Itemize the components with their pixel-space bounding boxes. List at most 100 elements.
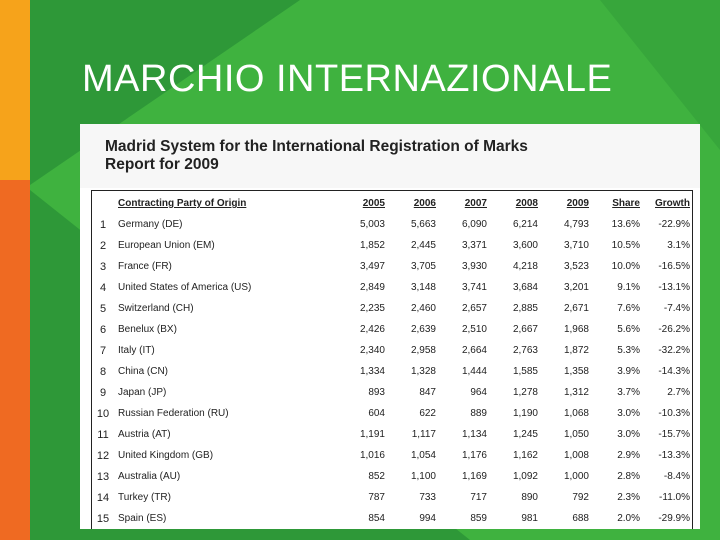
cell-2007: 6,090	[461, 219, 487, 230]
cell-2009: 1,968	[563, 324, 589, 335]
cell-2006: 994	[419, 513, 436, 524]
report-title-line-2: Report for 2009	[105, 156, 219, 173]
cell-2007: 1,134	[461, 429, 487, 440]
cell-growth: -32.2%	[658, 345, 690, 356]
orange-stripe-bottom	[0, 180, 30, 540]
cell-rank: 15	[96, 513, 110, 525]
cell-rank: 1	[99, 219, 107, 231]
cell-share: 2.0%	[617, 513, 640, 524]
cell-party: United Kingdom (GB)	[118, 450, 214, 461]
table-row: 9 Japan (JP) 893 847 964 1,278 1,312 3.7…	[92, 383, 692, 403]
cell-growth: -26.2%	[658, 324, 690, 335]
cell-growth: 3.1%	[667, 240, 690, 251]
table-row: 14 Turkey (TR) 787 733 717 890 792 2.3% …	[92, 488, 692, 508]
table-row: 7 Italy (IT) 2,340 2,958 2,664 2,763 1,8…	[92, 341, 692, 361]
cell-rank: 4	[99, 282, 107, 294]
cell-2009: 1,872	[563, 345, 589, 356]
cell-2009: 1,312	[563, 387, 589, 398]
cell-2009: 1,000	[563, 471, 589, 482]
cell-2007: 717	[470, 492, 487, 503]
cell-2008: 3,600	[512, 240, 538, 251]
header-2009: 2009	[566, 198, 589, 209]
cell-share: 5.6%	[617, 324, 640, 335]
cell-2008: 1,190	[512, 408, 538, 419]
cell-2007: 3,930	[461, 261, 487, 272]
cell-share: 13.6%	[611, 219, 640, 230]
cell-2009: 792	[572, 492, 589, 503]
cell-2007: 2,664	[461, 345, 487, 356]
table-row: 11 Austria (AT) 1,191 1,117 1,134 1,245 …	[92, 425, 692, 445]
cell-2006: 847	[419, 387, 436, 398]
table-row: 15 Spain (ES) 854 994 859 981 688 2.0% -…	[92, 509, 692, 529]
cell-2005: 854	[368, 513, 385, 524]
cell-2006: 2,445	[410, 240, 436, 251]
cell-2007: 3,371	[461, 240, 487, 251]
cell-2005: 2,340	[359, 345, 385, 356]
header-growth: Growth	[655, 198, 690, 209]
cell-2005: 1,016	[359, 450, 385, 461]
cell-2008: 4,218	[512, 261, 538, 272]
orange-stripe-top	[0, 0, 30, 180]
cell-2008: 1,245	[512, 429, 538, 440]
report-title-line-1: Madrid System for the International Regi…	[105, 138, 528, 155]
cell-2009: 1,068	[563, 408, 589, 419]
cell-2007: 2,657	[461, 303, 487, 314]
cell-share: 9.1%	[617, 282, 640, 293]
cell-2005: 1,852	[359, 240, 385, 251]
cell-growth: -7.4%	[663, 303, 690, 314]
cell-2006: 3,148	[410, 282, 436, 293]
header-share: Share	[612, 198, 640, 209]
table-row: 5 Switzerland (CH) 2,235 2,460 2,657 2,8…	[92, 299, 692, 319]
cell-2005: 787	[368, 492, 385, 503]
cell-2005: 893	[368, 387, 385, 398]
cell-2009: 2,671	[563, 303, 589, 314]
cell-2007: 1,169	[461, 471, 487, 482]
cell-2007: 889	[470, 408, 487, 419]
cell-party: Russian Federation (RU)	[118, 408, 229, 419]
cell-share: 3.9%	[617, 366, 640, 377]
cell-growth: -13.3%	[658, 450, 690, 461]
cell-2005: 1,191	[359, 429, 385, 440]
cell-growth: -11.0%	[659, 492, 690, 503]
cell-2005: 2,426	[359, 324, 385, 335]
cell-rank: 8	[99, 366, 107, 378]
cell-2005: 5,003	[359, 219, 385, 230]
cell-party: Italy (IT)	[118, 345, 155, 356]
cell-2005: 3,497	[359, 261, 385, 272]
cell-2008: 890	[521, 492, 538, 503]
cell-2005: 2,849	[359, 282, 385, 293]
cell-party: Japan (JP)	[118, 387, 167, 398]
cell-rank: 9	[99, 387, 107, 399]
header-2007: 2007	[464, 198, 487, 209]
cell-party: European Union (EM)	[118, 240, 215, 251]
cell-share: 10.0%	[611, 261, 640, 272]
cell-2006: 622	[419, 408, 436, 419]
cell-share: 2.8%	[617, 471, 640, 482]
cell-share: 2.9%	[617, 450, 640, 461]
cell-2006: 2,958	[410, 345, 436, 356]
cell-2006: 1,117	[411, 429, 436, 440]
table-header-row: Contracting Party of Origin 2005 2006 20…	[92, 194, 692, 214]
cell-2008: 1,162	[512, 450, 538, 461]
cell-2008: 981	[521, 513, 538, 524]
cell-growth: -29.9%	[658, 513, 690, 524]
cell-2009: 1,358	[563, 366, 589, 377]
cell-party: France (FR)	[118, 261, 172, 272]
cell-2008: 1,092	[512, 471, 538, 482]
cell-share: 3.0%	[617, 429, 640, 440]
cell-2006: 1,328	[410, 366, 436, 377]
cell-2006: 2,639	[410, 324, 436, 335]
cell-share: 3.7%	[617, 387, 640, 398]
cell-2005: 604	[368, 408, 385, 419]
cell-party: Germany (DE)	[118, 219, 183, 230]
cell-rank: 5	[99, 303, 107, 315]
table-row: 8 China (CN) 1,334 1,328 1,444 1,585 1,3…	[92, 362, 692, 382]
cell-2009: 1,050	[563, 429, 589, 440]
cell-rank: 3	[99, 261, 107, 273]
cell-share: 10.5%	[611, 240, 640, 251]
cell-rank: 2	[99, 240, 107, 252]
cell-party: Benelux (BX)	[118, 324, 177, 335]
cell-party: Turkey (TR)	[118, 492, 171, 503]
cell-rank: 11	[97, 429, 109, 441]
